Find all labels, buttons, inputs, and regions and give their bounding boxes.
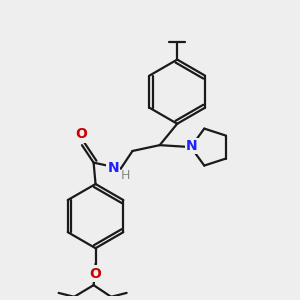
Text: N: N — [107, 161, 119, 176]
Text: N: N — [186, 139, 198, 153]
Text: O: O — [90, 267, 101, 281]
Text: H: H — [121, 169, 130, 182]
Text: O: O — [75, 127, 87, 141]
Text: N: N — [186, 139, 198, 153]
